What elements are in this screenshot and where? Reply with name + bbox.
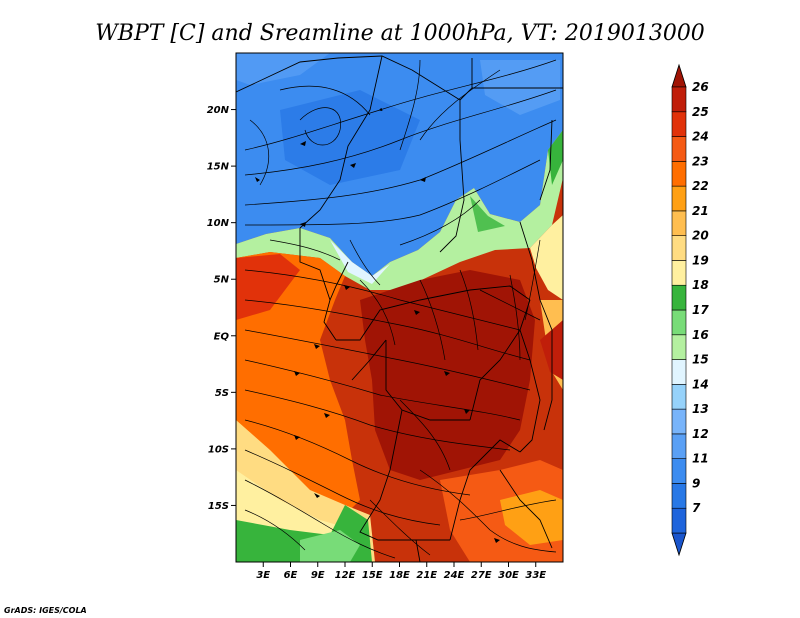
- colorbar-swatch: [671, 161, 687, 187]
- lat-tick-label: 20N: [207, 105, 230, 116]
- colorbar-swatch: [671, 185, 687, 212]
- colorbar-label: 22: [692, 179, 709, 193]
- colorbar-swatch: [671, 408, 687, 435]
- lat-tick-label: 15S: [208, 501, 229, 512]
- lon-tick-label: 33E: [525, 570, 546, 581]
- colorbar-label: 13: [692, 402, 709, 416]
- lon-axis: 3E 6E 9E 12E 15E 18E 21E 24E 27E 30E 33E: [256, 562, 546, 581]
- colorbar-swatch: [671, 384, 687, 410]
- lat-axis: 20N 15N 10N 5N EQ 5S 10S 15S: [207, 105, 236, 512]
- colorbar-label: 18: [692, 278, 709, 292]
- streamlines: [244, 59, 557, 559]
- country-borders: [236, 55, 563, 562]
- lon-tick-label: 30E: [498, 570, 519, 581]
- colorbar-swatch: [671, 86, 687, 113]
- colorbar-swatch: [671, 210, 687, 236]
- colorbar-low-triangle: [671, 532, 687, 557]
- grads-credit: GrADS: IGES/COLA: [4, 606, 87, 615]
- colorbar-label: 7: [692, 501, 701, 515]
- lon-tick-label: 21E: [416, 570, 437, 581]
- lat-tick-label: EQ: [214, 331, 230, 342]
- colorbar-swatch: [671, 458, 687, 484]
- colorbar-label: 11: [692, 452, 709, 466]
- colorbar: 7 9 11 12 13 14 15 16 17 18 19 20 21 22 23 24 25 26: [671, 63, 709, 557]
- colorbar-swatch: [671, 483, 687, 509]
- lon-tick-label: 3E: [256, 570, 270, 581]
- colorbar-label: 21: [692, 204, 709, 218]
- colorbar-label: 17: [692, 303, 709, 317]
- lat-tick-label: 5N: [214, 275, 230, 286]
- lat-tick-label: 10S: [208, 444, 229, 455]
- streamline-arrows: [255, 141, 500, 543]
- colorbar-swatch: [671, 284, 687, 311]
- colorbar-label: 26: [692, 80, 709, 94]
- map-panel: 20N 15N 10N 5N EQ 5S 10S 15S 3E 6E 9E 12E 15E 18E 21E…: [207, 52, 564, 581]
- lon-tick-label: 6E: [284, 570, 298, 581]
- colorbar-label: 14: [692, 377, 709, 391]
- lon-tick-label: 12E: [335, 570, 356, 581]
- map-title: WBPT [C] and Sreamline at 1000hPa, VT: 2…: [95, 21, 705, 46]
- colorbar-swatch: [671, 235, 687, 261]
- colorbar-label: 20: [692, 229, 709, 243]
- colorbar-swatch: [671, 136, 687, 162]
- colorbar-swatch: [671, 359, 687, 385]
- colorbar-label: 23: [692, 154, 709, 168]
- colorbar-swatch: [671, 111, 687, 137]
- colorbar-high-triangle: [671, 63, 687, 88]
- colorbar-swatch: [671, 507, 687, 534]
- colorbar-label: 16: [692, 328, 709, 342]
- lon-tick-label: 15E: [362, 570, 383, 581]
- colorbar-swatch: [671, 334, 687, 360]
- colorbar-swatch: [671, 309, 687, 336]
- colorbar-label: 12: [692, 427, 709, 441]
- lon-tick-label: 18E: [389, 570, 410, 581]
- lat-tick-label: 10N: [207, 218, 230, 229]
- lon-tick-label: 9E: [311, 570, 325, 581]
- lat-tick-label: 5S: [215, 388, 229, 399]
- colorbar-swatch: [671, 433, 687, 459]
- colorbar-label: 19: [692, 253, 709, 267]
- colorbar-label: 9: [692, 476, 700, 490]
- colorbar-label: 25: [692, 105, 709, 119]
- colorbar-label: 24: [692, 130, 709, 144]
- lat-tick-label: 15N: [207, 162, 230, 173]
- lon-tick-label: 27E: [471, 570, 492, 581]
- colorbar-label: 15: [692, 353, 709, 367]
- colorbar-swatch: [671, 260, 687, 286]
- wbpt-field: [236, 53, 563, 562]
- lon-tick-label: 24E: [444, 570, 465, 581]
